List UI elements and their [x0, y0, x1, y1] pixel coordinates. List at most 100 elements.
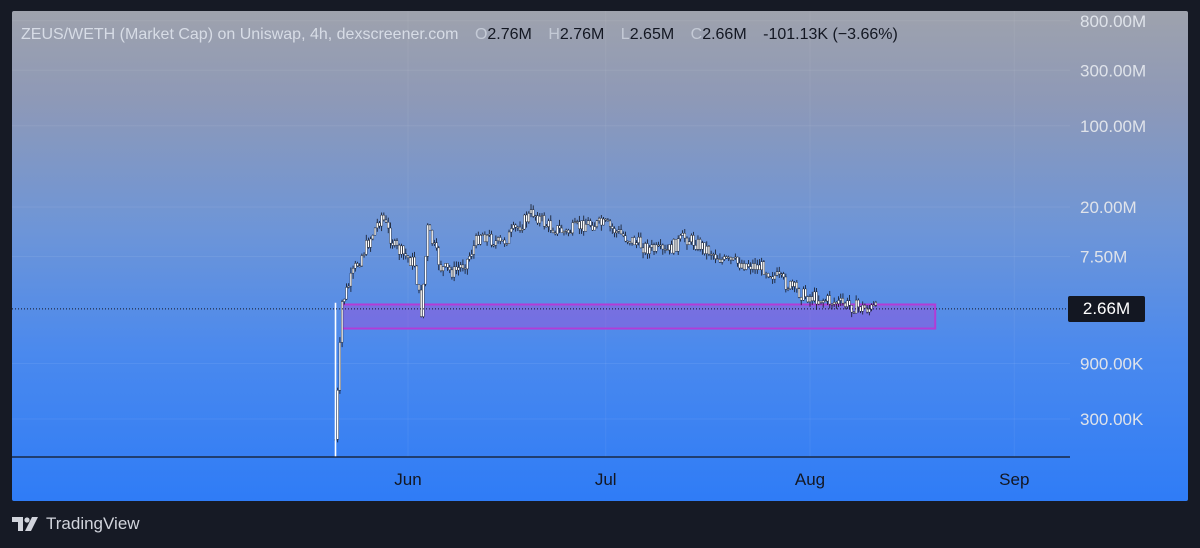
- candle-body: [725, 256, 728, 259]
- candle-body: [598, 218, 601, 221]
- chart-panel[interactable]: 800.00M 300.00M 100.00M 20.00M 7.50M 900.00K 3…: [12, 11, 1188, 501]
- candle-body: [791, 281, 794, 287]
- candle-body: [558, 225, 561, 229]
- candle-body: [369, 238, 372, 248]
- candle-body: [448, 267, 451, 271]
- candle-body: [764, 273, 768, 275]
- candle-body: [398, 244, 401, 255]
- candle-body: [428, 224, 432, 231]
- candle-body: [415, 265, 418, 285]
- candle-body: [453, 266, 456, 278]
- candle-body: [584, 224, 588, 232]
- candle-body: [538, 216, 541, 224]
- candle-body: [468, 256, 471, 260]
- candle-body: [340, 301, 344, 343]
- candle-body: [549, 220, 552, 231]
- x-tick-label: Aug: [795, 470, 825, 489]
- candle-body: [437, 247, 440, 265]
- candle-body: [696, 239, 700, 250]
- candle-body: [707, 246, 711, 255]
- candle-body: [870, 304, 873, 310]
- candle-body: [347, 285, 350, 288]
- candle-body: [400, 245, 403, 255]
- candle-body: [756, 264, 759, 270]
- candle-body: [510, 228, 513, 233]
- candle-body: [808, 296, 812, 303]
- candle-body: [793, 282, 796, 287]
- candle-body: [857, 299, 860, 308]
- candle-body: [712, 254, 715, 256]
- candle-body: [703, 242, 706, 254]
- candle-body: [413, 256, 416, 267]
- candle-body: [863, 304, 867, 309]
- candle-body: [716, 258, 719, 260]
- candle-body: [578, 221, 581, 230]
- candle-body: [852, 311, 856, 314]
- candle-body: [751, 263, 754, 270]
- low-value: 2.65M: [629, 26, 675, 43]
- candle-body: [556, 225, 559, 235]
- y-tick-label: 900.00K: [1080, 355, 1144, 374]
- candle-body: [721, 259, 724, 263]
- candle-body: [501, 239, 504, 242]
- candle-body: [611, 226, 614, 229]
- candle-body: [543, 215, 546, 227]
- candle-body: [378, 222, 381, 227]
- candle-body: [351, 268, 355, 274]
- x-tick-label: Sep: [999, 470, 1029, 489]
- candle-body: [356, 263, 359, 267]
- candle-body: [571, 222, 574, 234]
- candle-body: [802, 288, 805, 301]
- candle-body: [753, 263, 757, 270]
- candle-body: [459, 264, 462, 268]
- candle-body: [490, 234, 493, 246]
- candle-body: [540, 215, 544, 217]
- candle-body: [630, 237, 634, 244]
- candle-body: [745, 263, 748, 270]
- candle-body: [373, 227, 377, 236]
- candle-body: [499, 237, 502, 242]
- support-zone-box[interactable]: [341, 303, 937, 330]
- candle-body: [411, 256, 414, 266]
- candle-body: [442, 266, 445, 272]
- candle-body: [587, 220, 590, 225]
- candle-body: [409, 257, 412, 266]
- candle-body: [488, 234, 491, 236]
- candle-body: [817, 300, 820, 305]
- candle-body: [626, 240, 629, 243]
- candle-body: [479, 235, 482, 245]
- candle-body: [367, 240, 370, 248]
- close-label: C: [690, 26, 703, 43]
- candle-body: [395, 240, 399, 246]
- candle-body: [769, 276, 772, 279]
- y-tick-label: 100.00M: [1080, 117, 1146, 136]
- candle-body: [670, 244, 673, 254]
- candle-body: [663, 248, 667, 251]
- candle-body: [354, 263, 357, 269]
- candle-body: [516, 226, 519, 229]
- chart-canvas[interactable]: 800.00M 300.00M 100.00M 20.00M 7.50M 900.00K 3…: [12, 11, 1188, 501]
- candle-body: [688, 241, 691, 245]
- candle-body: [518, 226, 522, 231]
- candle-body: [677, 238, 680, 252]
- candle-body: [723, 256, 726, 260]
- candle-body: [529, 209, 533, 214]
- candle-body: [591, 225, 594, 231]
- candle-body: [683, 233, 686, 239]
- close-value: 2.66M: [702, 26, 747, 43]
- candle-body: [481, 234, 484, 236]
- candle-body: [525, 214, 528, 222]
- candle-body: [659, 244, 662, 247]
- candle-body: [608, 220, 612, 227]
- candle-body: [402, 245, 405, 254]
- candle-body: [523, 214, 526, 230]
- tradingview-icon: [12, 517, 38, 531]
- candle-body: [600, 218, 603, 226]
- high-label: H: [548, 26, 560, 43]
- tradingview-logo[interactable]: TradingView: [12, 514, 140, 534]
- candle-body: [835, 302, 838, 304]
- candle-body: [622, 233, 625, 236]
- candle-body: [727, 257, 730, 259]
- candle-body: [365, 240, 368, 255]
- candle-body: [813, 291, 816, 301]
